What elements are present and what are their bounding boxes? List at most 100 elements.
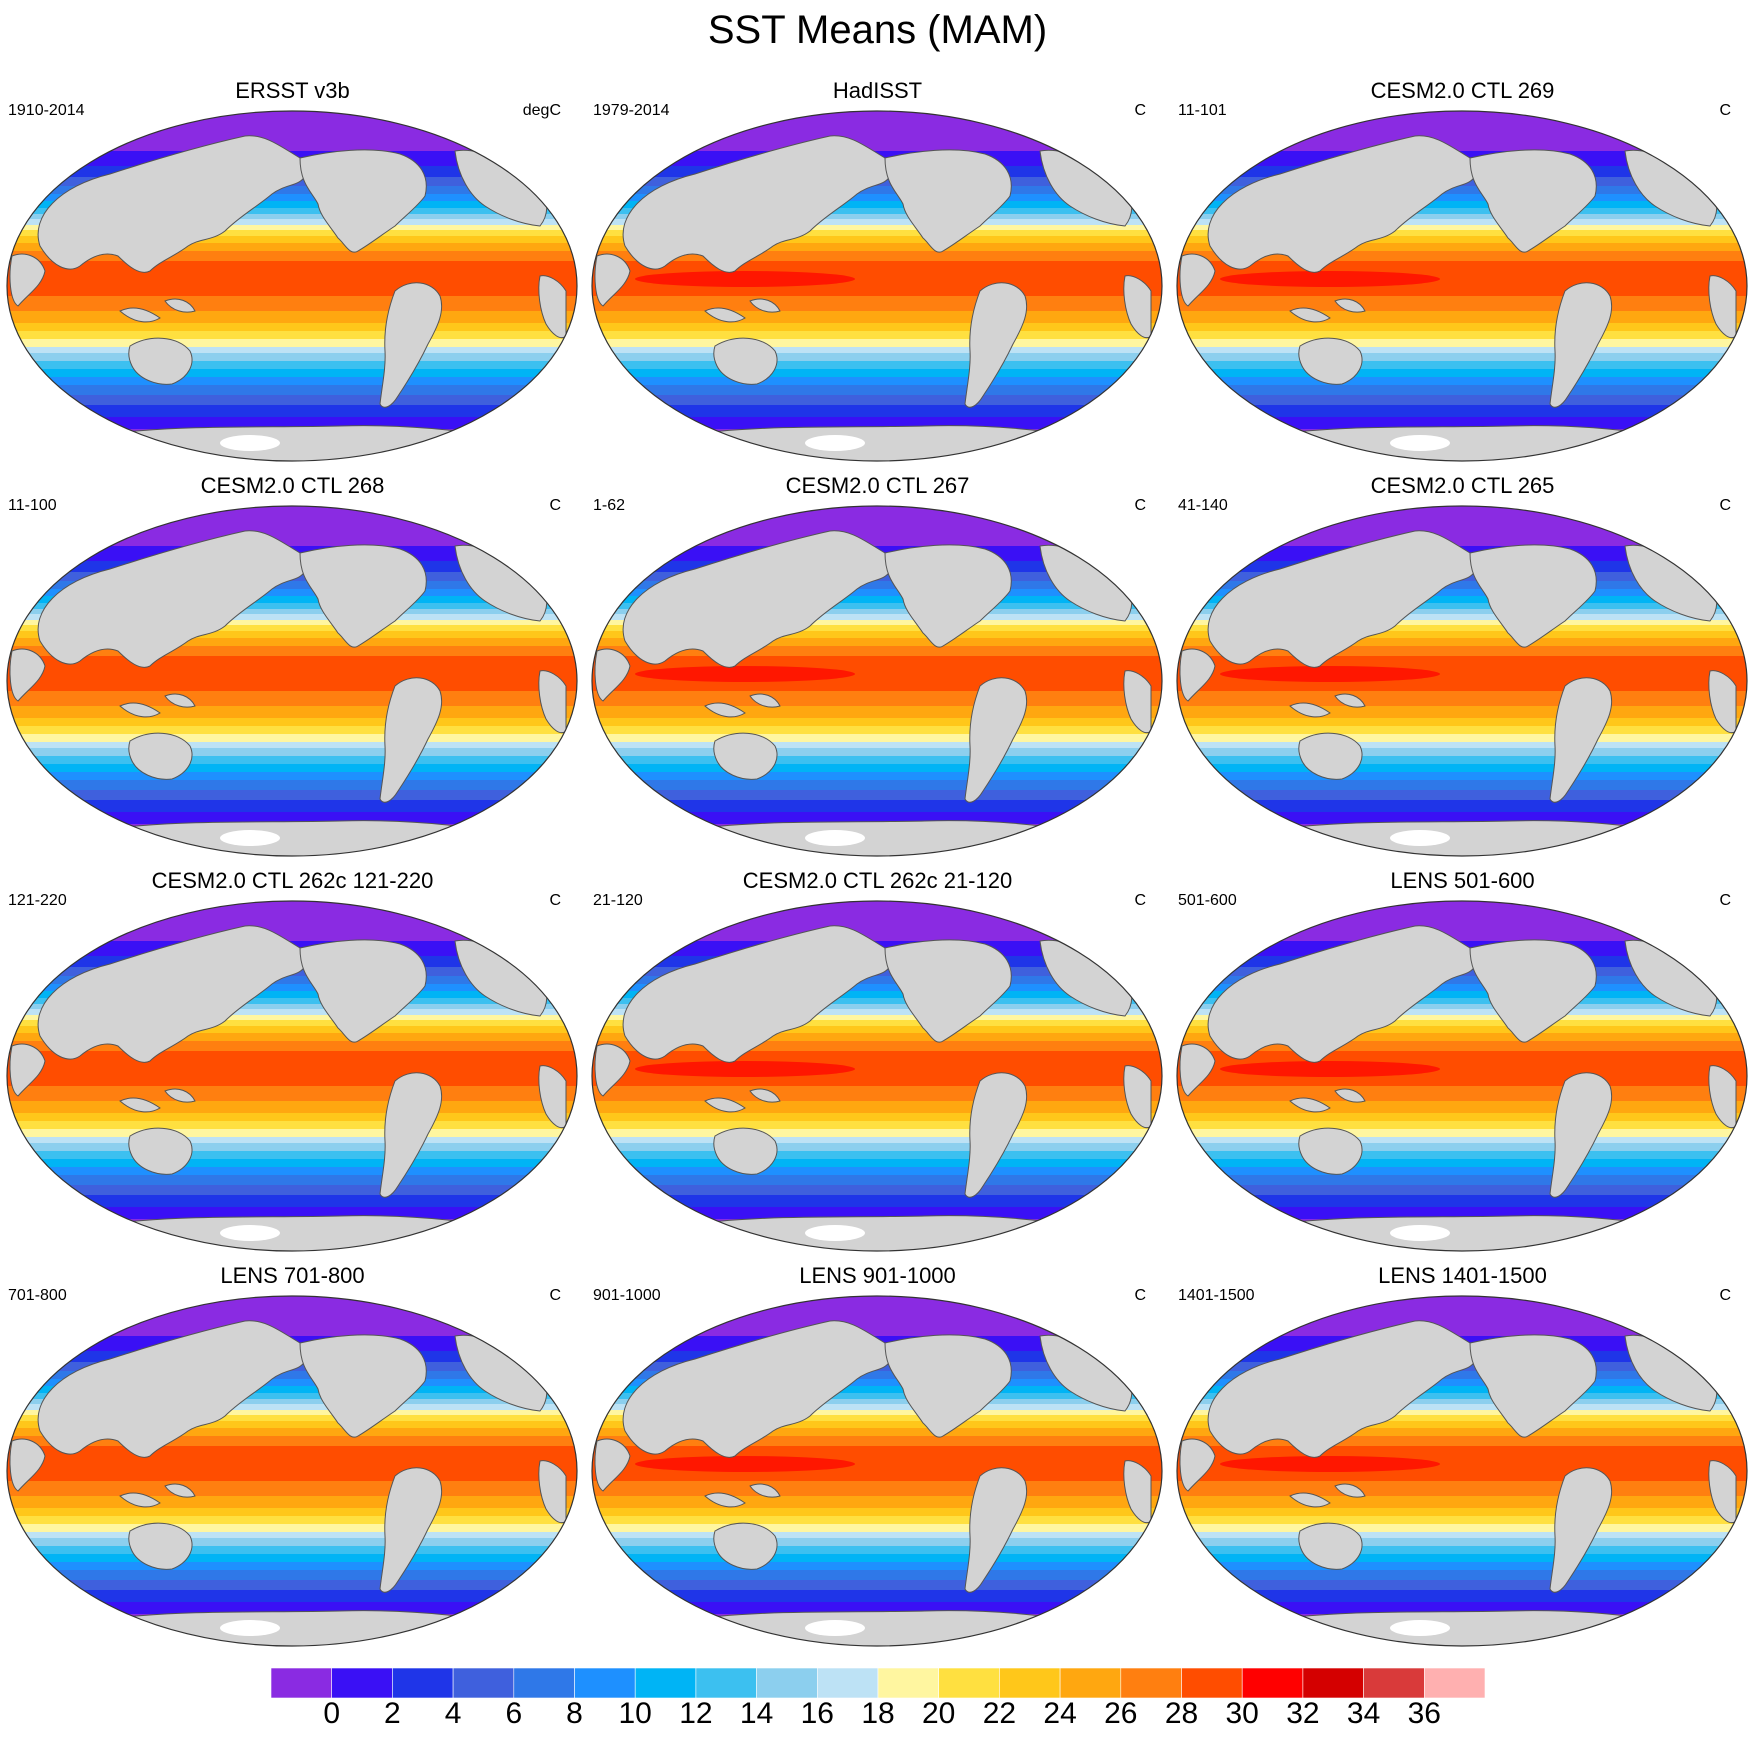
land-mass [1123, 1460, 1152, 1524]
sst-band [1177, 1207, 1747, 1220]
sst-band [1177, 984, 1747, 992]
sst-band [7, 361, 577, 370]
sst-band [1177, 1033, 1747, 1042]
panel-units: C [1719, 497, 1731, 514]
sst-band [7, 1421, 577, 1429]
land-mass [1123, 670, 1152, 734]
sst-band [592, 1532, 1162, 1539]
sst-band [1177, 1421, 1747, 1429]
sst-band [592, 706, 1162, 719]
land-mass [964, 282, 1028, 408]
land-mass [128, 732, 193, 780]
land-mass [37, 925, 306, 1063]
sst-band [592, 1516, 1162, 1525]
colorbar-tick-label: 14 [739, 1697, 774, 1730]
sst-band [7, 1137, 577, 1144]
sst-band [592, 186, 1162, 195]
sst-band [1177, 1481, 1747, 1497]
sst-band [7, 1554, 577, 1563]
antarctica-land [1263, 1610, 1692, 1646]
ice-shelf [1390, 1225, 1450, 1241]
colorbar-tick-label: 26 [1104, 1697, 1138, 1730]
sst-band [1177, 1159, 1747, 1168]
colorbar-tick-label: 28 [1164, 1697, 1199, 1730]
sst-band [7, 1033, 577, 1042]
land-mass [119, 1097, 161, 1113]
sst-band [592, 1137, 1162, 1144]
page-title: SST Means (MAM) [707, 8, 1048, 52]
sst-band [1177, 638, 1747, 647]
sst-band [1177, 1137, 1747, 1144]
sst-band [1177, 1524, 1747, 1533]
sst-band [592, 1033, 1162, 1042]
land-mass [1334, 298, 1366, 313]
sst-band [1177, 1516, 1747, 1525]
sst-band [1177, 1151, 1747, 1160]
sst-field [592, 506, 1162, 856]
sst-band [592, 353, 1162, 362]
sst-band [1177, 506, 1747, 547]
land-mass [704, 1097, 746, 1113]
ice-shelf [220, 1620, 280, 1636]
land-mass [964, 1072, 1028, 1198]
antarctica-land [678, 425, 1107, 461]
sst-band [592, 1195, 1162, 1208]
land-mass [594, 253, 631, 307]
sst-band [7, 243, 577, 252]
panel-units: C [549, 497, 561, 514]
sst-band [592, 589, 1162, 597]
sst-band [1177, 417, 1747, 430]
sst-band [592, 385, 1162, 396]
sst-band [592, 976, 1162, 985]
sst-band [1177, 581, 1747, 590]
world-map [6, 110, 578, 462]
sst-band [592, 377, 1162, 386]
sst-band [592, 1129, 1162, 1138]
sst-band [7, 734, 577, 743]
sst-band [592, 251, 1162, 262]
sst-band [592, 1590, 1162, 1603]
colorbar-cell [1241, 1668, 1304, 1698]
sst-band [7, 1516, 577, 1525]
sst-band [592, 111, 1162, 152]
panel-title: LENS 501-600 [1390, 868, 1535, 893]
sst-band [592, 194, 1162, 202]
colorbar-tick-label: 32 [1286, 1697, 1320, 1730]
land-mass [1289, 702, 1331, 718]
panel-years: 41-140 [1178, 497, 1228, 514]
colorbar-cell [452, 1668, 515, 1698]
sst-band [7, 251, 577, 262]
land-mass [379, 282, 443, 408]
sst-band [7, 111, 577, 152]
panel-units: degC [522, 102, 561, 119]
sst-band [1177, 311, 1747, 324]
land-mass [9, 1043, 46, 1097]
sst-band [1177, 1570, 1747, 1581]
land-mass [749, 1088, 781, 1103]
sst-band [7, 331, 577, 340]
colorbar-cell [695, 1668, 757, 1698]
antarctica-land [1263, 820, 1692, 856]
sst-band [7, 219, 577, 226]
panel-title: CESM2.0 CTL 269 [1370, 78, 1555, 103]
sst-band [7, 1051, 577, 1087]
sst-band [7, 596, 577, 604]
panel-units: C [549, 1287, 561, 1304]
map-outline [1176, 505, 1748, 857]
land-mass [1334, 693, 1366, 708]
panel-years: 1979-2014 [593, 102, 670, 119]
sst-band [1177, 201, 1747, 209]
land-mass [1469, 149, 1597, 253]
sst-band [592, 984, 1162, 992]
land-mass [1469, 1334, 1597, 1438]
sst-band [1177, 1590, 1747, 1603]
sst-band [7, 194, 577, 202]
sst-band [7, 1185, 577, 1196]
sst-band [592, 748, 1162, 757]
world-map [1176, 1295, 1748, 1647]
sst-band [1177, 614, 1747, 621]
sst-band [592, 620, 1162, 626]
sst-band [7, 1159, 577, 1168]
land-mass [164, 1088, 196, 1103]
sst-band [7, 1175, 577, 1186]
